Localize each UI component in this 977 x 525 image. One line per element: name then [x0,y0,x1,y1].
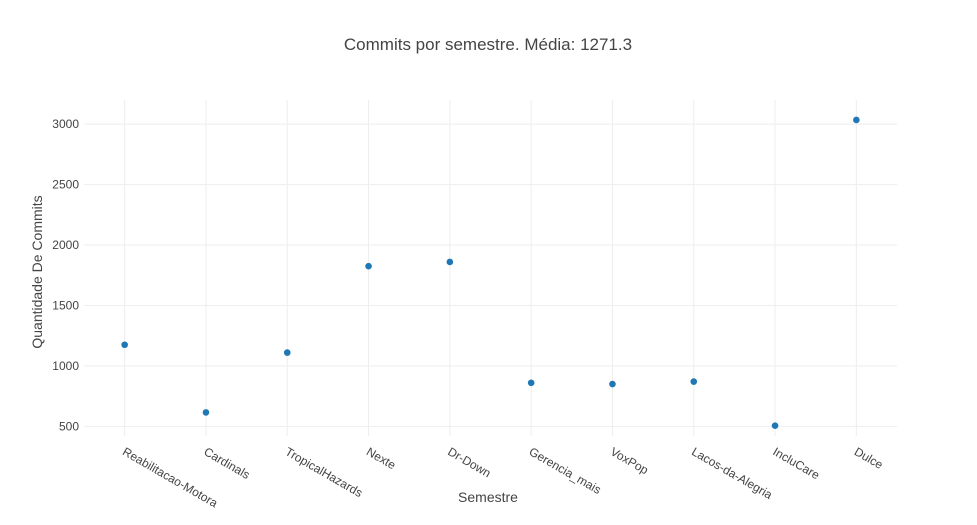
y-tick-label: 1000 [52,359,79,373]
data-point[interactable] [771,422,779,430]
chart-title: Commits por semestre. Média: 1271.3 [344,35,632,54]
y-tick-label: 2500 [52,178,79,192]
x-tick-label: IncluCare [771,444,823,482]
x-tick-label: Dr-Down [445,444,493,480]
data-point[interactable] [527,379,535,387]
data-point[interactable] [121,341,128,349]
y-tick-label: 3000 [52,117,79,131]
data-point[interactable] [202,409,210,416]
data-points [121,116,860,430]
data-point[interactable] [283,349,291,356]
data-point[interactable] [446,258,454,266]
x-tick-label: Lacos-da-Alegria [689,444,775,502]
data-point[interactable] [609,380,616,388]
data-point[interactable] [853,116,860,124]
x-axis-title: Semestre [458,489,518,505]
x-tick-label: VoxPop [608,444,651,477]
y-tick-label: 2000 [52,238,79,252]
x-tick-label: TropicalHazards [283,444,365,500]
x-tick-label: Nexte [364,444,398,472]
data-point[interactable] [365,262,372,270]
data-point[interactable] [690,378,698,385]
grid-layer [84,100,897,436]
x-tick-label: Gerencia_mais [527,444,604,496]
x-tick-label: Dulce [852,444,886,472]
x-tick-label: Cardinals [201,444,252,481]
y-tick-label: 500 [59,419,79,433]
y-tick-labels: 500 1000 1500 2000 2500 3000 [52,117,79,433]
y-axis-title: Quantidade De Commits [29,195,45,348]
y-tick-label: 1500 [52,298,79,312]
